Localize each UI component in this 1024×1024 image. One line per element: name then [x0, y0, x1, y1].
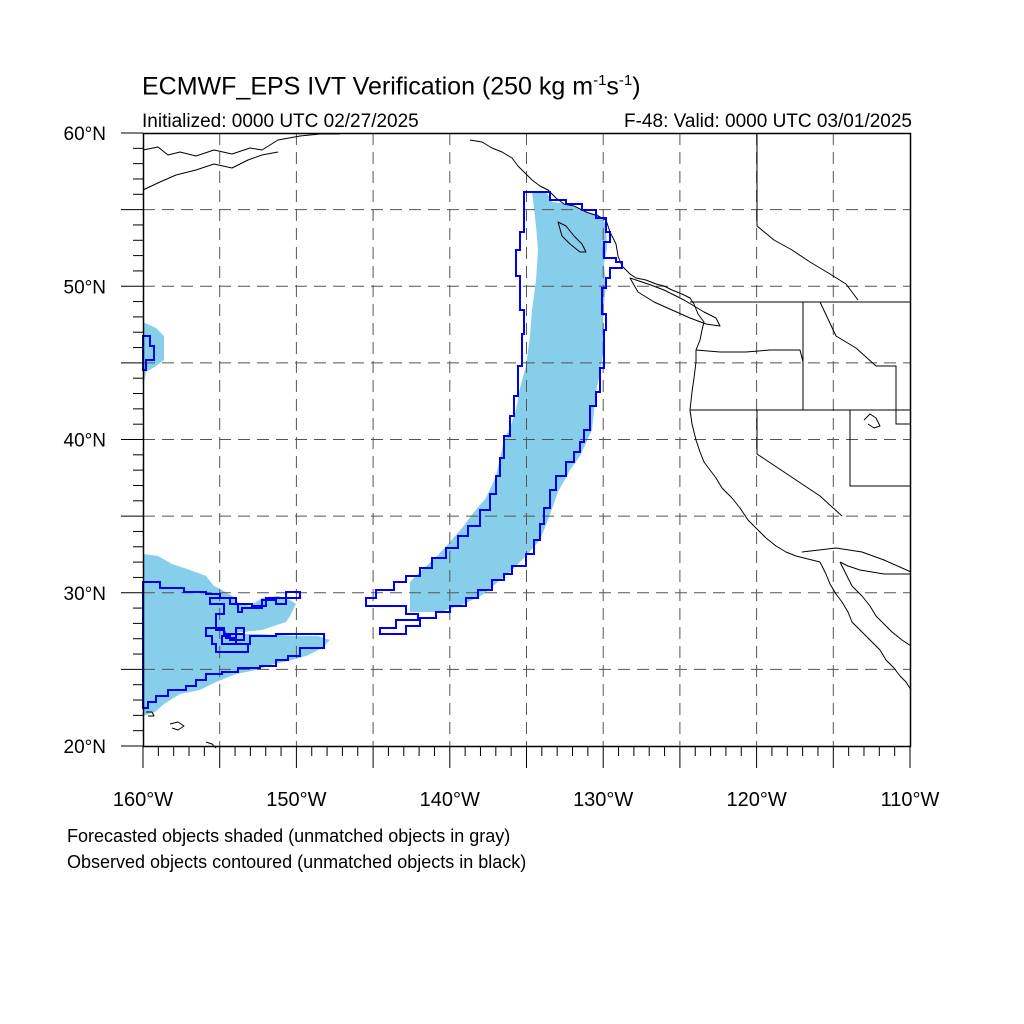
- lon-label: 160°W: [113, 789, 173, 811]
- mt-border: [819, 301, 911, 425]
- observed-object-subtropical: [142, 581, 325, 709]
- ca-nv-border: [756, 410, 843, 517]
- valid-time: F-48: Valid: 0000 UTC 03/01/2025: [624, 111, 912, 132]
- mexico-border: [801, 547, 912, 573]
- alaska-peninsula: [142, 151, 279, 191]
- lat-label: 50°N: [64, 277, 106, 298]
- hawaii-islands: [169, 721, 185, 731]
- hawaii-islands-3: [146, 711, 155, 717]
- forecast-object-atmospheric-river: [410, 192, 607, 612]
- lon-label: 120°W: [726, 789, 786, 811]
- mainland-mexico-coast: [839, 561, 911, 575]
- baja-coast: [819, 561, 912, 691]
- baja-gulf-coast: [839, 561, 912, 647]
- legend-observed-note: Observed objects contoured (unmatched ob…: [67, 852, 527, 872]
- lat-label: 60°N: [64, 124, 106, 145]
- lon-label: 140°W: [420, 789, 480, 811]
- vancouver-island: [629, 277, 721, 327]
- axis-ticks: [121, 132, 911, 768]
- lat-label: 20°N: [64, 737, 106, 758]
- alaska-coast: [142, 133, 340, 157]
- observed-object-subtropical-inner: [205, 627, 249, 653]
- lat-label: 30°N: [64, 584, 106, 605]
- latitude-labels: 60°N 50°N 40°N 30°N 20°N: [64, 124, 106, 758]
- initialized-time: Initialized: 0000 UTC 02/27/2025: [142, 111, 419, 132]
- north-coast-bc: [469, 139, 607, 221]
- wa-or-border: [695, 349, 804, 363]
- haida-gwaii: [557, 221, 587, 253]
- observed-objects: [142, 191, 623, 709]
- lon-label: 110°W: [881, 789, 940, 811]
- coastlines-borders: [142, 133, 912, 749]
- lat-lon-grid: [143, 133, 910, 746]
- lat-label: 40°N: [64, 431, 106, 452]
- nv-az-border: [849, 410, 911, 487]
- observed-object-atmospheric-river: [365, 191, 623, 635]
- bc-mainland-coast: [605, 219, 821, 563]
- legend-forecast-note: Forecasted objects shaded (unmatched obj…: [67, 826, 511, 846]
- lake-or-island: [863, 413, 881, 429]
- longitude-labels: 160°W 150°W 140°W 130°W 120°W 110°W: [113, 789, 940, 811]
- bc-ab-border: [756, 134, 859, 301]
- lon-label: 130°W: [573, 789, 633, 811]
- chart-title: ECMWF_EPS IVT Verification (250 kg m-1s-…: [142, 72, 641, 101]
- lon-label: 150°W: [266, 789, 326, 811]
